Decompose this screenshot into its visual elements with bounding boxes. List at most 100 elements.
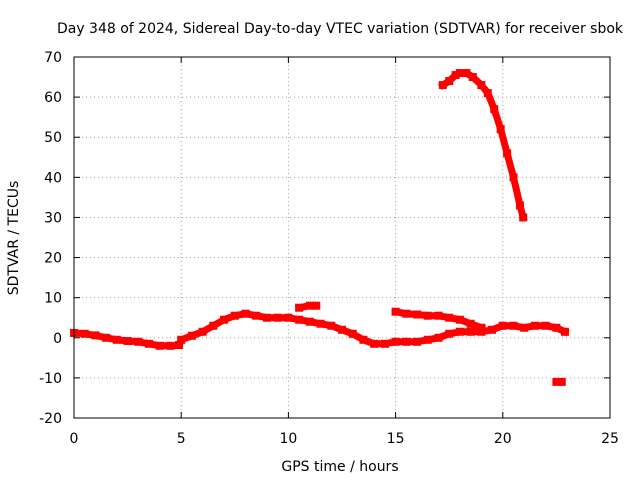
data-point (552, 377, 561, 386)
data-point (252, 311, 261, 320)
y-tick-label: 30 (44, 210, 62, 226)
x-tick-label: 20 (494, 431, 512, 447)
data-point (455, 327, 464, 336)
data-point (438, 81, 447, 90)
data-point (305, 301, 314, 310)
data-point (327, 321, 336, 330)
data-point (402, 309, 411, 318)
data-point (541, 321, 550, 330)
data-point (198, 327, 207, 336)
x-tick-label: 5 (177, 431, 186, 447)
data-point (123, 336, 132, 345)
data-point (348, 329, 357, 338)
data-point (359, 335, 368, 344)
data-point (380, 339, 389, 348)
data-point (503, 149, 512, 158)
y-tick-label: 60 (44, 90, 62, 106)
data-point (295, 315, 304, 324)
data-point (177, 335, 186, 344)
data-point (445, 313, 454, 322)
data-point (295, 303, 304, 312)
data-point (466, 319, 475, 328)
x-axis-label: GPS time / hours (281, 459, 398, 475)
data-point (477, 323, 486, 332)
data-point (455, 315, 464, 324)
data-point (220, 315, 229, 324)
x-tick-label: 10 (279, 431, 297, 447)
axis-ticks: 0 5 10 15 20 25 -20 -10 0 10 20 30 40 50 60 70 (39, 50, 619, 447)
data-point (557, 377, 566, 386)
data-point (145, 339, 154, 348)
x-tick-label: 25 (601, 431, 619, 447)
data-point (370, 339, 379, 348)
data-point (451, 71, 460, 80)
data-point (498, 321, 507, 330)
data-point (552, 323, 561, 332)
chart-title: Day 348 of 2024, Sidereal Day-to-day VTE… (57, 21, 624, 37)
data-point (462, 69, 471, 78)
data-point (241, 309, 250, 318)
grid (74, 57, 610, 418)
data-point (91, 331, 100, 340)
data-point (187, 331, 196, 340)
data-point (166, 341, 175, 350)
series-trace-high-arc (437, 69, 528, 222)
y-tick-label: 70 (44, 50, 62, 66)
data-point (155, 341, 164, 350)
data-point (519, 213, 528, 222)
data-point (466, 327, 475, 336)
data-point (312, 301, 321, 310)
data-point (560, 327, 569, 336)
y-tick-label: -20 (39, 411, 62, 427)
data-point (434, 311, 443, 320)
data-point (509, 321, 518, 330)
data-point (509, 173, 518, 182)
data-point (391, 307, 400, 316)
data-point (80, 329, 89, 338)
y-axis-label: SDTVAR / TECUs (6, 181, 22, 296)
y-tick-label: -10 (39, 371, 62, 387)
y-tick-label: 20 (44, 251, 62, 267)
data-points (70, 69, 570, 386)
data-point (316, 319, 325, 328)
data-point (520, 323, 529, 332)
data-point (423, 335, 432, 344)
data-point (284, 313, 293, 322)
x-tick-label: 15 (387, 431, 405, 447)
y-tick-label: 50 (44, 130, 62, 146)
data-point (477, 327, 486, 336)
data-point (423, 311, 432, 320)
x-tick-label: 0 (70, 431, 79, 447)
data-point (391, 337, 400, 346)
data-point (413, 337, 422, 346)
data-point (477, 81, 486, 90)
data-point (262, 313, 271, 322)
data-point (209, 321, 218, 330)
data-point (338, 325, 346, 334)
data-point (530, 321, 539, 330)
data-point (305, 317, 314, 326)
data-point (515, 201, 524, 210)
data-point (490, 105, 499, 114)
data-point (175, 340, 184, 349)
data-point (273, 313, 282, 322)
data-point (445, 77, 454, 86)
data-point (230, 311, 239, 320)
y-tick-label: 10 (44, 291, 62, 307)
data-point (413, 310, 422, 319)
data-point (434, 333, 443, 342)
data-point (445, 329, 454, 338)
data-point (402, 337, 411, 346)
plot-frame (73, 56, 611, 419)
data-point (455, 69, 464, 78)
data-point (468, 73, 477, 82)
data-point (102, 333, 111, 342)
data-point (488, 325, 497, 334)
data-point (483, 89, 492, 98)
data-point (134, 337, 143, 346)
y-tick-label: 40 (44, 170, 62, 186)
data-point (496, 125, 505, 134)
data-point (112, 335, 121, 344)
